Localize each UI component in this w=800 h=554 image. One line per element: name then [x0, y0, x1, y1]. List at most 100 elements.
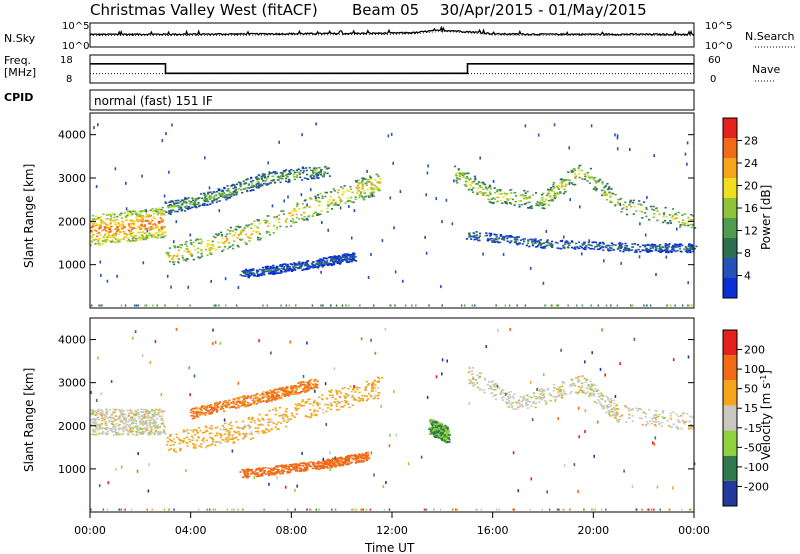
- data-point: [261, 392, 264, 395]
- data-point: [653, 243, 656, 246]
- data-point: [272, 397, 275, 399]
- data-point: [171, 123, 173, 127]
- data-point: [213, 408, 216, 410]
- data-point: [235, 436, 238, 439]
- data-point: [177, 206, 181, 209]
- data-point: [305, 469, 308, 472]
- data-point: [361, 183, 364, 185]
- data-point: [304, 391, 307, 393]
- data-point: [344, 457, 348, 459]
- data-point: [218, 192, 221, 195]
- data-point: [309, 408, 312, 411]
- data-point: [210, 279, 212, 283]
- data-point: [353, 399, 356, 401]
- data-point: [268, 233, 272, 236]
- data-point: [339, 198, 342, 200]
- data-point: [104, 432, 107, 434]
- data-point: [170, 285, 172, 289]
- data-point: [140, 228, 143, 231]
- data-point: [643, 304, 645, 307]
- data-point: [212, 439, 215, 442]
- data-point: [361, 187, 364, 190]
- data-point: [285, 425, 288, 428]
- data-point: [199, 242, 203, 245]
- data-point: [99, 413, 102, 415]
- data-point: [571, 241, 574, 243]
- data-point: [242, 437, 245, 440]
- data-point: [469, 188, 472, 190]
- data-point: [594, 188, 597, 190]
- data-point: [353, 397, 356, 399]
- data-point: [267, 183, 270, 186]
- data-point: [283, 388, 286, 391]
- data-point: [122, 231, 125, 234]
- data-point: [241, 230, 245, 233]
- data-point: [303, 467, 306, 469]
- data-point: [133, 220, 136, 223]
- data-point: [204, 156, 206, 160]
- freq-tick-top: 18: [60, 55, 73, 66]
- data-point: [661, 250, 664, 252]
- data-point: [151, 208, 154, 210]
- data-point: [111, 430, 114, 433]
- data-point: [108, 223, 112, 226]
- data-point: [271, 172, 274, 174]
- data-point: [211, 443, 214, 445]
- data-point: [313, 380, 316, 383]
- data-point: [149, 226, 153, 228]
- data-point: [534, 242, 537, 244]
- data-point: [296, 463, 299, 465]
- data-point: [272, 394, 275, 396]
- data-point: [320, 261, 323, 263]
- data-point: [494, 238, 497, 240]
- data-point: [270, 179, 273, 182]
- colorbar-tick-label: 20: [744, 180, 758, 193]
- data-point: [186, 442, 189, 444]
- data-point: [261, 417, 264, 420]
- data-point: [306, 462, 309, 464]
- data-point: [473, 175, 476, 178]
- data-point: [131, 235, 134, 238]
- data-point: [565, 179, 568, 181]
- data-point: [267, 395, 270, 398]
- data-point: [197, 256, 200, 258]
- data-point: [250, 176, 253, 179]
- data-point: [689, 219, 692, 221]
- data-point: [642, 201, 646, 203]
- data-point: [286, 468, 289, 470]
- data-point: [643, 245, 646, 248]
- data-point: [344, 397, 347, 399]
- data-point: [237, 431, 240, 433]
- data-point: [352, 201, 355, 204]
- data-point: [548, 192, 551, 195]
- data-point: [362, 197, 365, 200]
- data-point: [426, 171, 429, 175]
- data-point: [288, 212, 291, 215]
- data-point: [354, 457, 357, 460]
- data-point: [642, 244, 645, 247]
- data-point: [287, 466, 290, 468]
- data-point: [288, 266, 291, 268]
- data-point: [134, 227, 137, 229]
- data-point: [364, 178, 367, 180]
- data-point: [365, 458, 368, 461]
- data-point: [686, 141, 689, 145]
- data-point: [258, 398, 261, 400]
- data-point: [247, 468, 250, 471]
- data-point: [219, 433, 222, 435]
- data-point: [326, 260, 329, 262]
- data-point: [300, 264, 303, 266]
- data-point: [374, 389, 377, 392]
- data-point: [111, 233, 114, 236]
- data-point: [316, 174, 320, 176]
- data-point: [225, 437, 228, 440]
- data-point: [191, 254, 194, 256]
- data-point: [548, 194, 551, 197]
- data-point: [369, 394, 372, 397]
- data-point: [276, 466, 279, 468]
- data-point: [254, 177, 257, 179]
- data-point: [348, 304, 350, 307]
- data-point: [262, 180, 265, 182]
- data-point: [237, 404, 240, 407]
- data-point: [508, 202, 512, 204]
